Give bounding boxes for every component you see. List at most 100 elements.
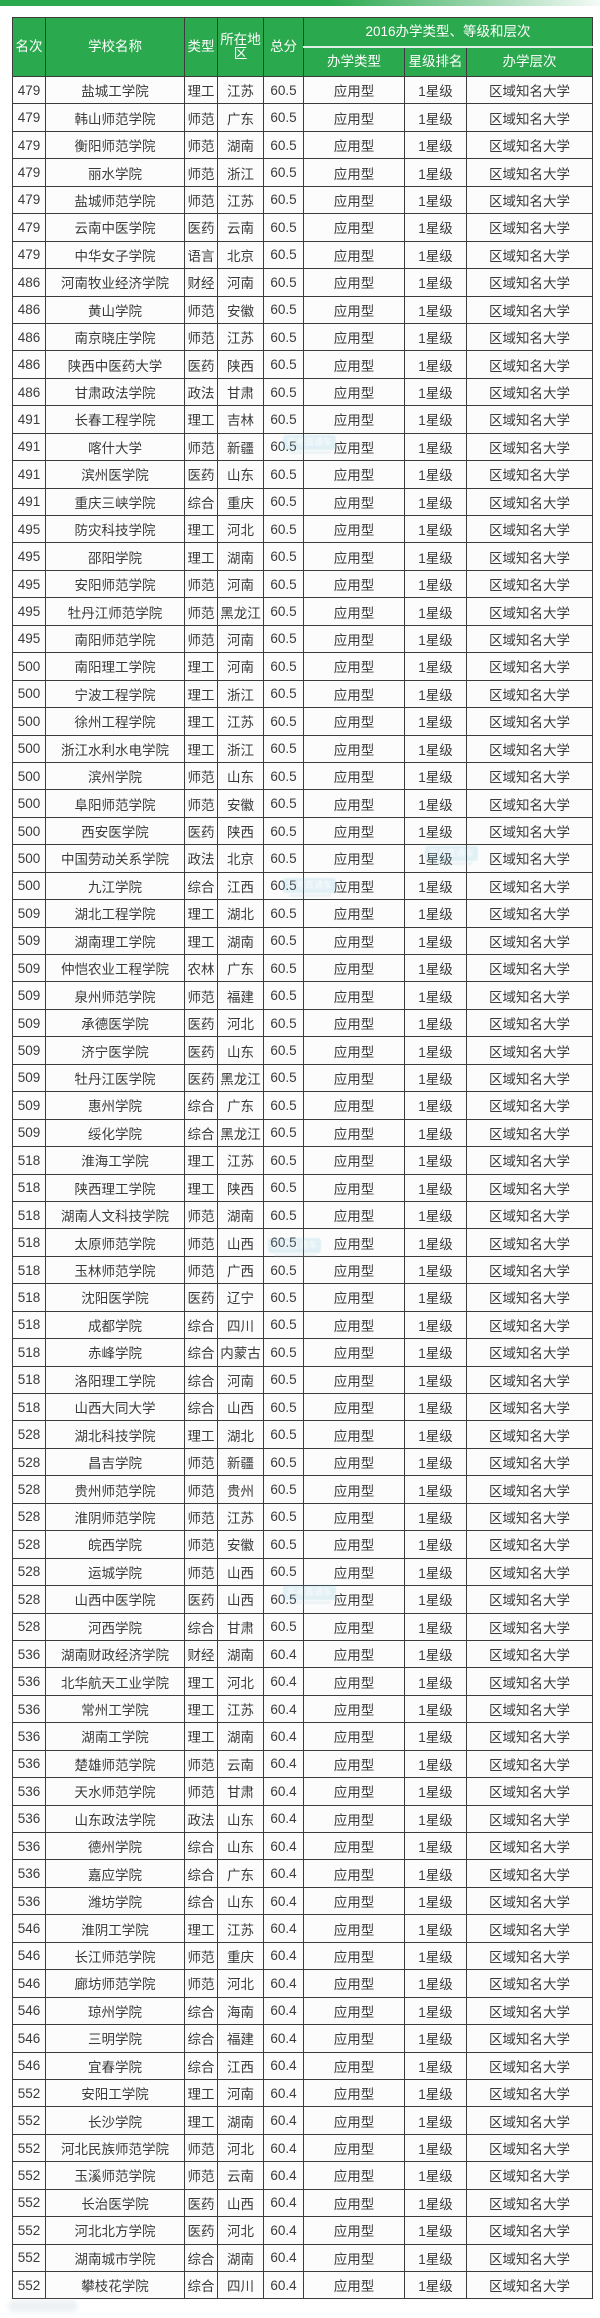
cell-edu-type: 应用型 [303,1173,405,1202]
cell-level: 区域知名大学 [465,75,594,105]
cell-rank: 546 [12,1969,46,1998]
cell-edu-type: 应用型 [303,569,405,599]
cell-star-rank: 1星级 [404,1694,467,1724]
cell-school: 泉州师范学院 [45,981,185,1010]
cell-score: 60.5 [263,1392,304,1422]
cell-level: 区域知名大学 [465,268,594,297]
cell-region: 湖南 [217,2243,264,2273]
cell-school: 中华女子学院 [45,240,185,270]
table-row: 546 琼州学院 综合 海南 60.4 应用型 1星级 区域知名大学 [12,1996,594,2026]
cell-edu-type: 应用型 [303,1722,405,1751]
cell-edu-type: 应用型 [303,322,405,352]
cell-region: 陕西 [217,816,264,846]
cell-score: 60.5 [263,1146,304,1175]
cell-level: 区域知名大学 [465,460,594,489]
cell-region: 湖北 [217,899,264,928]
cell-region: 湖南 [217,130,264,160]
cell-rank: 536 [12,1722,46,1751]
cell-level: 区域知名大学 [465,487,594,517]
cell-score: 60.4 [263,1639,304,1669]
cell-star-rank: 1星级 [404,1091,467,1120]
cell-edu-type: 应用型 [303,1502,405,1532]
cell-score: 60.5 [263,514,304,544]
cell-level: 区域知名大学 [465,1447,594,1477]
table-row: 536 天水师范学院 师范 甘肃 60.4 应用型 1星级 区域知名大学 [12,1777,594,1806]
table-row: 509 绥化学院 综合 黑龙江 60.5 应用型 1星级 区域知名大学 [12,1118,594,1148]
cell-level: 区域知名大学 [465,2188,594,2218]
cell-school: 甘肃政法学院 [45,377,185,407]
cell-school: 湖南财政经济学院 [45,1639,185,1669]
table-row: 528 贵州师范学院 师范 贵州 60.5 应用型 1星级 区域知名大学 [12,1475,594,1504]
cell-rank: 546 [12,2024,46,2053]
cell-type: 财经 [184,1639,218,1669]
cell-school: 山西中医学院 [45,1585,185,1614]
cell-score: 60.4 [263,1667,304,1696]
cell-rank: 479 [12,103,46,132]
table-row: 486 黄山学院 师范 安徽 60.5 应用型 1星级 区域知名大学 [12,295,594,324]
cell-type: 师范 [184,981,218,1010]
cell-score: 60.5 [263,597,304,626]
cell-score: 60.5 [263,268,304,297]
cell-type: 政法 [184,377,218,407]
cell-type: 理工 [184,1667,218,1696]
cell-level: 区域知名大学 [465,185,594,215]
cell-score: 60.5 [263,542,304,571]
cell-score: 60.5 [263,1420,304,1449]
cell-score: 60.5 [263,707,304,736]
cell-edu-type: 应用型 [303,2216,405,2245]
cell-region: 湖南 [217,926,264,956]
cell-level: 区域知名大学 [465,1996,594,2026]
cell-school: 防灾科技学院 [45,514,185,544]
cell-school: 廊坊师范学院 [45,1969,185,1998]
table-row: 536 常州工学院 理工 江苏 60.4 应用型 1星级 区域知名大学 [12,1694,594,1724]
cell-edu-type: 应用型 [303,707,405,736]
cell-score: 60.5 [263,1063,304,1093]
cell-edu-type: 应用型 [303,926,405,956]
cell-type: 政法 [184,1804,218,1834]
cell-level: 区域知名大学 [465,1420,594,1449]
cell-edu-type: 应用型 [303,597,405,626]
cell-region: 北京 [217,240,264,270]
cell-type: 财经 [184,268,218,297]
cell-region: 新疆 [217,432,264,462]
cell-score: 60.5 [263,953,304,983]
cell-rank: 509 [12,899,46,928]
cell-star-rank: 1星级 [404,1036,467,1065]
cell-school: 阜阳师范学院 [45,789,185,818]
cell-type: 医药 [184,1036,218,1065]
cell-type: 师范 [184,103,218,132]
cell-edu-type: 应用型 [303,1859,405,1888]
cell-star-rank: 1星级 [404,2270,467,2300]
cell-school: 安阳工学院 [45,2078,185,2108]
cell-score: 60.5 [263,1283,304,1312]
cell-type: 理工 [184,1694,218,1724]
cell-region: 重庆 [217,1941,264,1971]
cell-edu-type: 应用型 [303,405,405,434]
cell-star-rank: 1星级 [404,844,467,873]
cell-star-rank: 1星级 [404,2243,467,2273]
table-row: 486 河南牧业经济学院 财经 河南 60.5 应用型 1星级 区域知名大学 [12,268,594,297]
cell-score: 60.5 [263,377,304,407]
cell-edu-type: 应用型 [303,2188,405,2218]
col-header-edu-type: 办学类型 [303,46,405,77]
cell-star-rank: 1星级 [404,1338,467,1367]
cell-rank: 546 [12,2051,46,2080]
cell-score: 60.5 [263,816,304,846]
cell-type: 师范 [184,322,218,352]
cell-level: 区域知名大学 [465,624,594,654]
cell-type: 综合 [184,487,218,517]
cell-region: 山西 [217,1585,264,1614]
cell-school: 长江师范学院 [45,1941,185,1971]
cell-edu-type: 应用型 [303,1667,405,1696]
cell-school: 攀枝花学院 [45,2270,185,2300]
cell-region: 湖南 [217,1722,264,1751]
cell-region: 山西 [217,2188,264,2218]
cell-edu-type: 应用型 [303,789,405,818]
cell-school: 安阳师范学院 [45,569,185,599]
cell-star-rank: 1星级 [404,377,467,407]
cell-school: 滨州学院 [45,761,185,791]
cell-rank: 479 [12,185,46,215]
table-row: 528 皖西学院 师范 安徽 60.5 应用型 1星级 区域知名大学 [12,1530,594,1559]
cell-region: 河北 [217,1969,264,1998]
table-row: 536 湖南财政经济学院 财经 湖南 60.4 应用型 1星级 区域知名大学 [12,1639,594,1669]
